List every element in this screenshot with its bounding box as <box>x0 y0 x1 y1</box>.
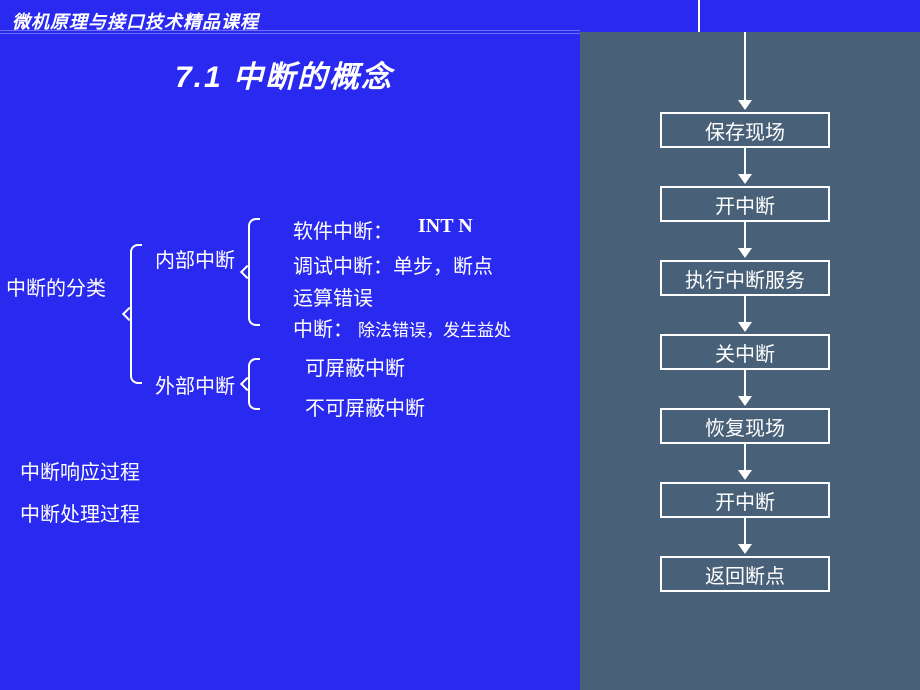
external-label: 外部中断 <box>155 370 235 399</box>
int-item-div: 除法错误，发生益处 <box>358 316 511 341</box>
flow-arrowhead-3 <box>738 396 752 406</box>
flow-arrowhead-5 <box>738 544 752 554</box>
internal-label: 内部中断 <box>155 244 235 273</box>
flow-arrow-1 <box>744 222 746 250</box>
flow-node-0: 保存现场 <box>660 112 830 148</box>
int-item-debug: 调试中断：单步，断点 <box>293 250 493 279</box>
flow-arrow-0 <box>744 148 746 176</box>
ext-item-nomask: 不可屏蔽中断 <box>305 392 425 421</box>
flow-arrow-3 <box>744 370 746 398</box>
flow-arrowhead-2 <box>738 322 752 332</box>
brace-internal <box>248 218 260 326</box>
brace-external <box>248 358 260 410</box>
classification-root: 中断的分类 <box>6 272 106 301</box>
flow-arrow-2 <box>744 296 746 324</box>
flow-node-2: 执行中断服务 <box>660 260 830 296</box>
flow-arrowhead-0 <box>738 174 752 184</box>
flow-node-3: 关中断 <box>660 334 830 370</box>
flow-node-6: 返回断点 <box>660 556 830 592</box>
page-title: 7.1 中断的概念 <box>175 52 393 96</box>
brace-root <box>130 244 142 384</box>
flow-node-1: 开中断 <box>660 186 830 222</box>
flow-arrowhead-1 <box>738 248 752 258</box>
flow-arrow-entry <box>744 32 746 100</box>
process-response: 中断响应过程 <box>20 456 140 485</box>
flow-node-5: 开中断 <box>660 482 830 518</box>
flow-arrow-5 <box>744 518 746 546</box>
int-item-intn: INT N <box>418 215 473 238</box>
flow-arrowhead-entry <box>738 100 752 110</box>
flow-arrow-4 <box>744 444 746 472</box>
flow-arrowhead-4 <box>738 470 752 480</box>
entry-line <box>698 0 700 32</box>
flow-node-4: 恢复现场 <box>660 408 830 444</box>
int-item-int: 中断： <box>293 313 353 342</box>
header-underline-2 <box>0 33 580 34</box>
int-item-err: 运算错误 <box>293 282 373 311</box>
ext-item-mask: 可屏蔽中断 <box>305 352 405 381</box>
header-underline <box>0 30 580 31</box>
process-handle: 中断处理过程 <box>20 498 140 527</box>
int-item-sw: 软件中断： <box>293 215 393 244</box>
